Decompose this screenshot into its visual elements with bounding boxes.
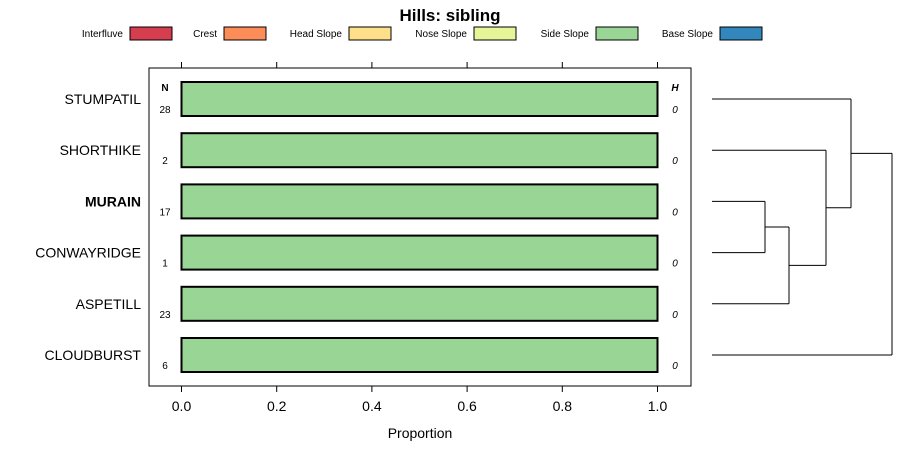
n-value-shorthike: 2 (162, 156, 168, 167)
x-tick-label-0-6: 0.6 (457, 398, 477, 414)
legend-label-side-slope: Side Slope (541, 29, 590, 40)
h-column-header: H (671, 83, 679, 94)
legend-label-base-slope: Base Slope (662, 29, 714, 40)
legend-swatch-head-slope (348, 26, 392, 41)
row-label-stumpatil: STUMPATIL (65, 91, 142, 107)
dendrogram (712, 98, 893, 356)
x-tick-label-0-0: 0.0 (172, 398, 192, 414)
legend-swatch-crest (223, 26, 267, 41)
row-cloudburst: CLOUDBURST 6 0 (45, 337, 678, 373)
chart-title: Hills: sibling (399, 6, 500, 25)
h-value-aspetill: 0 (672, 310, 678, 321)
x-tick-label-0-2: 0.2 (267, 398, 287, 414)
h-value-shorthike: 0 (672, 156, 678, 167)
row-label-murain: MURAIN (85, 193, 141, 209)
n-value-stumpatil: 28 (159, 105, 171, 116)
plot-frame (148, 67, 692, 387)
row-aspetill: ASPETILL 23 0 (76, 285, 678, 322)
row-label-aspetill: ASPETILL (76, 296, 142, 312)
legend-label-crest: Crest (193, 29, 217, 40)
x-axis-label: Proportion (388, 425, 453, 441)
legend-swatch-interfluve (129, 26, 173, 41)
legend-label-head-slope: Head Slope (290, 29, 343, 40)
n-value-murain: 17 (159, 207, 171, 218)
x-tick-label-0-4: 0.4 (362, 398, 382, 414)
row-murain: MURAIN 17 0 (85, 183, 678, 220)
row-label-shorthike: SHORTHIKE (60, 142, 141, 158)
top-axis-ticks (181, 62, 658, 68)
n-value-aspetill: 23 (159, 310, 171, 321)
bar-segment-murain-side-slope (180, 183, 659, 220)
row-label-conwayridge: CONWAYRIDGE (35, 245, 141, 261)
n-value-cloudburst: 6 (162, 361, 168, 372)
row-shorthike: SHORTHIKE 2 0 (60, 132, 678, 169)
n-value-conwayridge: 1 (162, 259, 168, 270)
legend-swatch-nose-slope (473, 26, 517, 41)
row-stumpatil: STUMPATIL 28 0 (65, 81, 678, 117)
legend-label-nose-slope: Nose Slope (415, 29, 467, 40)
bar-segment-shorthike-side-slope (180, 132, 659, 169)
legend-swatch-side-slope (595, 26, 639, 41)
bar-segment-cloudburst-side-slope (180, 337, 659, 373)
row-conwayridge: CONWAYRIDGE 1 0 (35, 234, 678, 271)
x-axis: 0.0 0.2 0.4 0.6 0.8 1.0 (172, 386, 668, 414)
bar-segment-aspetill-side-slope (180, 285, 659, 322)
h-value-stumpatil: 0 (672, 105, 678, 116)
x-tick-label-1-0: 1.0 (648, 398, 668, 414)
legend-label-interfluve: Interfluve (82, 29, 124, 40)
x-tick-label-0-8: 0.8 (553, 398, 573, 414)
n-column-header: N (161, 83, 168, 94)
legend: Interfluve Crest Head Slope Nose Slope Side … (82, 26, 763, 41)
legend-swatch-base-slope (719, 26, 763, 41)
bar-segment-conwayridge-side-slope (180, 234, 659, 271)
h-value-conwayridge: 0 (672, 259, 678, 270)
h-value-murain: 0 (672, 207, 678, 218)
h-value-cloudburst: 0 (672, 361, 678, 372)
bar-segment-stumpatil-side-slope (180, 81, 659, 117)
row-label-cloudburst: CLOUDBURST (45, 347, 142, 363)
